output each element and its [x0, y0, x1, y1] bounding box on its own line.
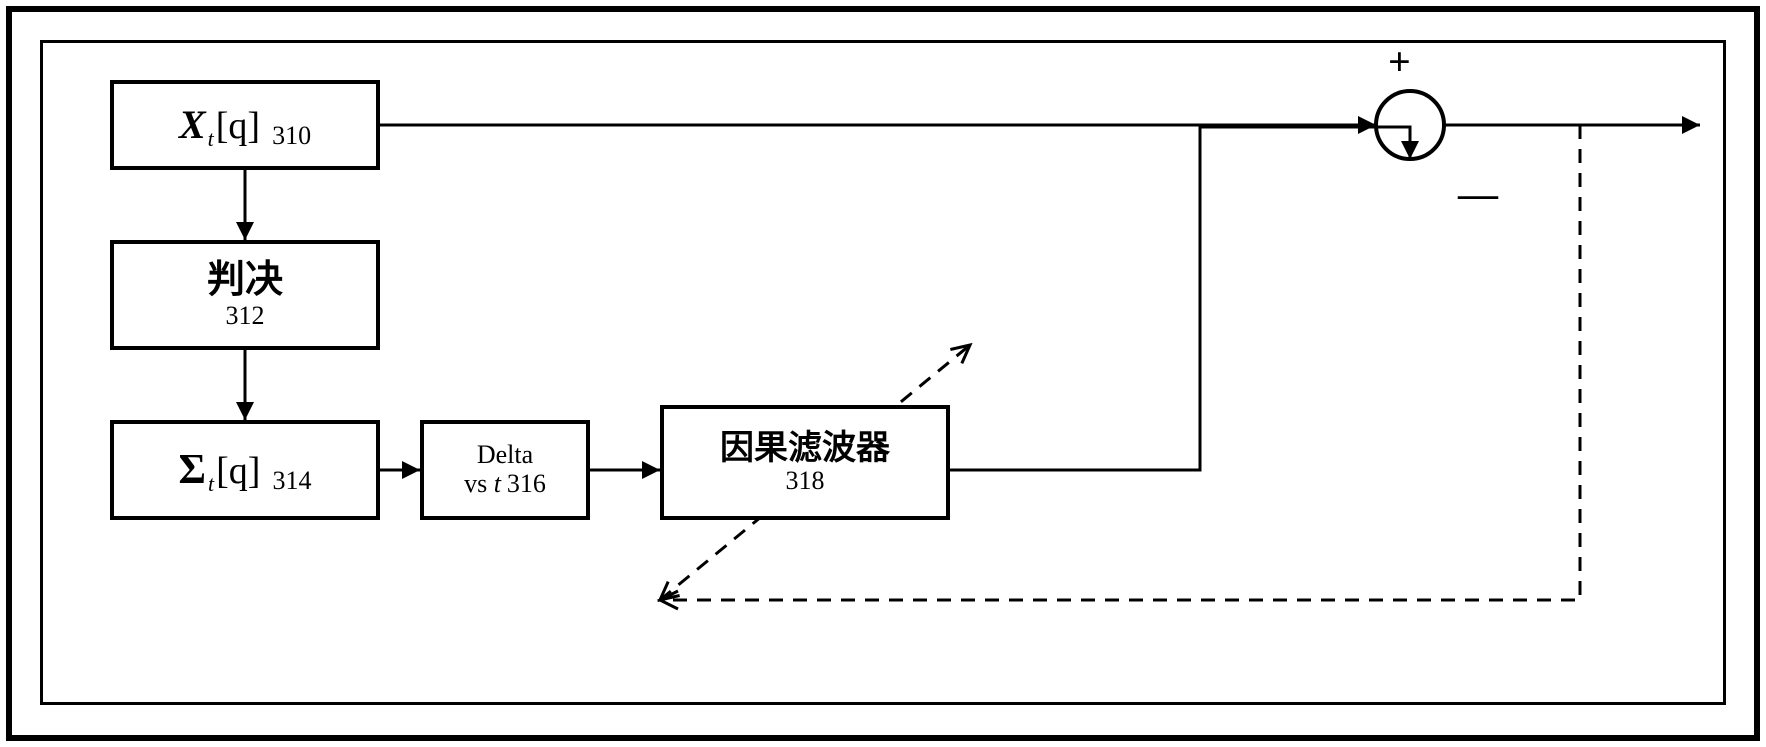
block-316-line1: Delta [477, 441, 533, 470]
block-312: 判决312 [110, 240, 380, 350]
block-318-ref: 318 [786, 467, 825, 496]
block-314-symbol: Σ [179, 447, 206, 493]
feedback-path [660, 125, 1580, 609]
block-310-symbol: X [179, 103, 206, 147]
block-316: Deltavs t316 [420, 420, 590, 520]
block-314-sub: t [208, 472, 214, 496]
block-310-bracket: [q] [216, 106, 260, 148]
block-310: Xt[q] 310 [110, 80, 380, 170]
arrow-asum_out [1444, 116, 1700, 134]
arrow-318-to-sum [950, 127, 1419, 470]
block-314: Σt[q] 314 [110, 420, 380, 520]
block-316-line2a: vs [464, 469, 494, 498]
block-316-ref: 316 [507, 469, 546, 498]
arrow-a310_sum [380, 116, 1376, 134]
arrow-a316_318 [590, 461, 660, 479]
block-316-line2i: t [494, 469, 501, 498]
block-314-bracket: [q] [216, 451, 260, 493]
block-312-title: 判决 [207, 260, 283, 302]
arrow-a314_316 [380, 461, 420, 479]
block-318-title: 因果滤波器 [720, 430, 890, 467]
block-314-content: Σt[q] 314 [179, 447, 312, 493]
sum-plus-label: + [1388, 38, 1411, 85]
block-312-ref: 312 [226, 302, 265, 331]
block-310-ref: 310 [272, 122, 311, 151]
block-318: 因果滤波器318 [660, 405, 950, 520]
block-316-line2: vs t316 [464, 470, 546, 499]
block-310-sub: t [208, 127, 214, 151]
block-310-content: Xt[q] 310 [179, 103, 311, 148]
sum-minus-label: — [1458, 170, 1498, 217]
block-314-ref: 314 [272, 467, 311, 496]
arrow-a310_312 [236, 170, 254, 240]
arrow-a312_314 [236, 350, 254, 420]
